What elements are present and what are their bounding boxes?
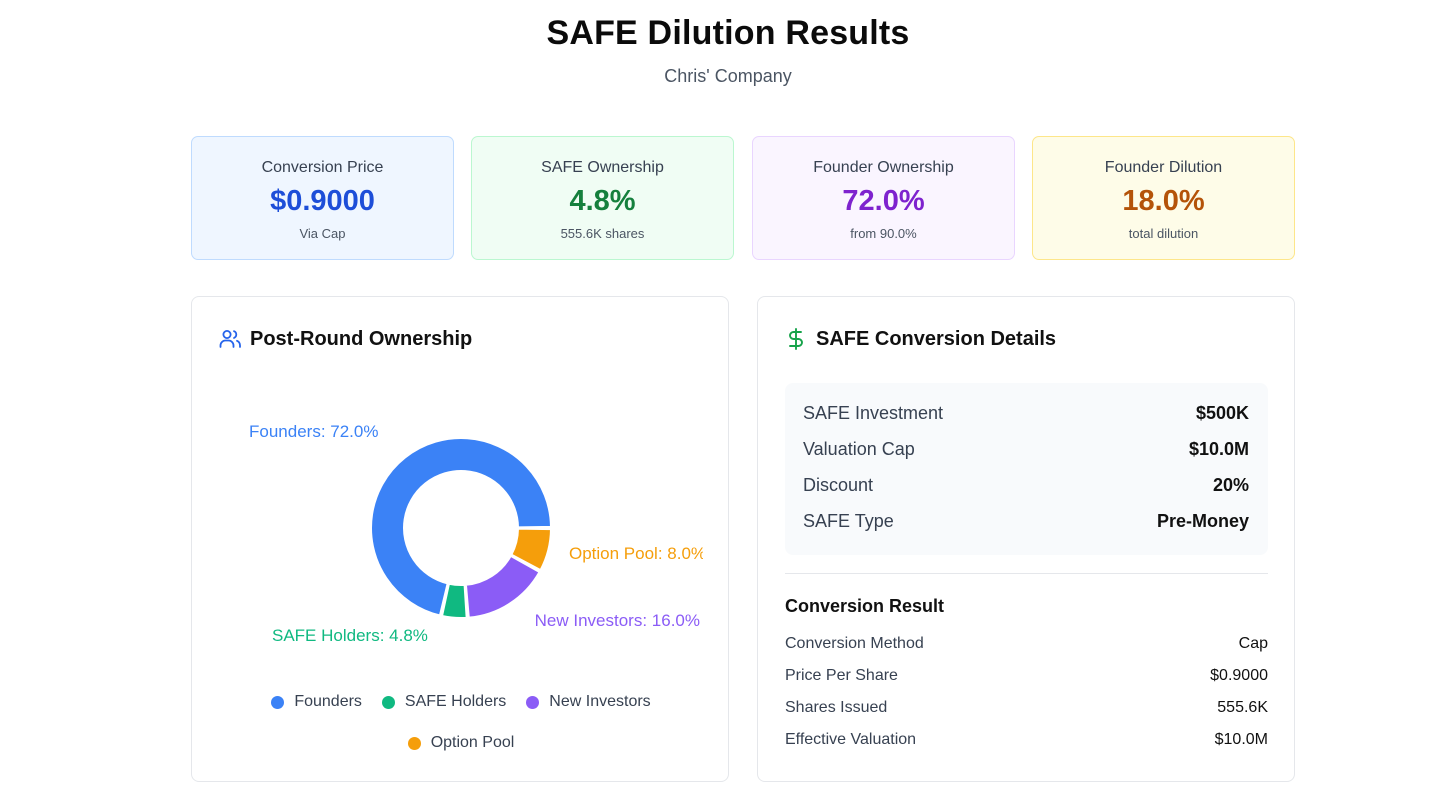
term-label: Valuation Cap <box>803 439 915 459</box>
legend-swatch <box>271 695 285 709</box>
result-row: Effective Valuation $10.0M <box>785 731 1268 749</box>
conversion-result-title: Conversion Result <box>785 596 945 616</box>
metric-value: 72.0% <box>842 185 925 217</box>
term-label: SAFE Type <box>803 511 894 531</box>
label-founders: Founders: 72.0% <box>249 422 378 441</box>
slice-founders[interactable] <box>370 437 553 617</box>
company-name: Chris' Company <box>664 66 792 86</box>
term-value: 20% <box>1212 475 1249 495</box>
legend-item-option-pool[interactable]: Option Pool <box>407 734 515 752</box>
slice-new-investors[interactable] <box>464 554 541 619</box>
metric-value: 4.8% <box>569 185 636 217</box>
result-label: Effective Valuation <box>785 731 917 748</box>
dollar-icon <box>789 328 803 350</box>
legend-label: New Investors <box>549 693 651 710</box>
conversion-details-panel: SAFE Conversion Details SAFE Investment … <box>757 296 1295 782</box>
legend-row: Founders SAFE Holders New Investors <box>192 693 730 711</box>
term-row: Discount 20% <box>803 475 1249 496</box>
slice-option-pool[interactable] <box>510 527 553 572</box>
metric-subtext: total dilution <box>1128 226 1199 241</box>
result-value: $10.0M <box>1214 731 1268 748</box>
legend-label: SAFE Holders <box>404 693 507 710</box>
result-row: Price Per Share $0.9000 <box>785 667 1268 685</box>
result-value: Cap <box>1238 635 1268 652</box>
metric-value: 18.0% <box>1122 185 1205 217</box>
term-row: SAFE Investment $500K <box>803 403 1249 424</box>
ownership-panel-header: Post-Round Ownership <box>218 327 472 351</box>
metric-card-conversion-price: Conversion Price $0.9000 Via Cap <box>191 136 454 260</box>
metric-label: Conversion Price <box>261 159 384 176</box>
details-panel-header: SAFE Conversion Details <box>784 327 1056 351</box>
label-safe-holders: SAFE Holders: 4.8% <box>272 626 428 645</box>
safe-terms-box: SAFE Investment $500K Valuation Cap $10.… <box>785 383 1268 555</box>
result-label: Conversion Method <box>785 635 924 652</box>
result-value: 555.6K <box>1217 699 1268 716</box>
legend-item-founders[interactable]: Founders <box>271 693 362 711</box>
metric-subtext: 555.6K shares <box>560 226 645 241</box>
metric-subtext: Via Cap <box>299 226 346 241</box>
ownership-donut-chart: Founders: 72.0% SAFE Holders: 4.8% New Inv… <box>249 422 706 645</box>
users-icon <box>219 330 241 348</box>
result-label: Shares Issued <box>785 699 888 716</box>
legend-swatch <box>407 736 421 750</box>
term-row: SAFE Type Pre-Money <box>803 511 1249 532</box>
details-panel-title: SAFE Conversion Details <box>816 327 1057 350</box>
term-value: $500K <box>1195 403 1249 423</box>
metric-card-founder-ownership: Founder Ownership 72.0% from 90.0% <box>752 136 1015 260</box>
metric-label: Founder Ownership <box>813 159 954 176</box>
legend-swatch <box>526 695 540 709</box>
label-new-investors: New Investors: 16.0% <box>535 611 700 630</box>
ownership-panel-title: Post-Round Ownership <box>250 327 473 350</box>
result-row: Shares Issued 555.6K <box>785 699 1268 717</box>
section-divider <box>785 573 1268 574</box>
result-value: $0.9000 <box>1210 667 1268 684</box>
legend-item-safe-holders[interactable]: SAFE Holders <box>381 693 507 711</box>
legend-label: Option Pool <box>430 734 515 751</box>
legend-row: Option Pool <box>192 734 730 752</box>
label-option-pool: Option Pool: 8.0% <box>569 544 706 563</box>
ownership-panel: Post-Round Ownership Founders: 72.0% SAFE… <box>191 296 729 782</box>
metric-subtext: from 90.0% <box>850 226 917 241</box>
slice-safe-holders[interactable] <box>440 582 468 619</box>
term-value: $10.0M <box>1188 439 1249 459</box>
legend-label: Founders <box>294 693 362 710</box>
metric-card-founder-dilution: Founder Dilution 18.0% total dilution <box>1032 136 1295 260</box>
term-label: Discount <box>803 475 874 495</box>
legend-item-new-investors[interactable]: New Investors <box>526 693 651 711</box>
term-label: SAFE Investment <box>803 403 944 423</box>
term-row: Valuation Cap $10.0M <box>803 439 1249 460</box>
term-value: Pre-Money <box>1156 511 1249 531</box>
page-title: SAFE Dilution Results <box>546 14 910 52</box>
legend-swatch <box>381 695 395 709</box>
metric-label: SAFE Ownership <box>541 159 664 176</box>
result-label: Price Per Share <box>785 667 898 684</box>
result-row: Conversion Method Cap <box>785 635 1268 653</box>
metric-card-safe-ownership: SAFE Ownership 4.8% 555.6K shares <box>471 136 734 260</box>
metric-label: Founder Dilution <box>1104 159 1223 176</box>
metric-value: $0.9000 <box>270 185 375 217</box>
